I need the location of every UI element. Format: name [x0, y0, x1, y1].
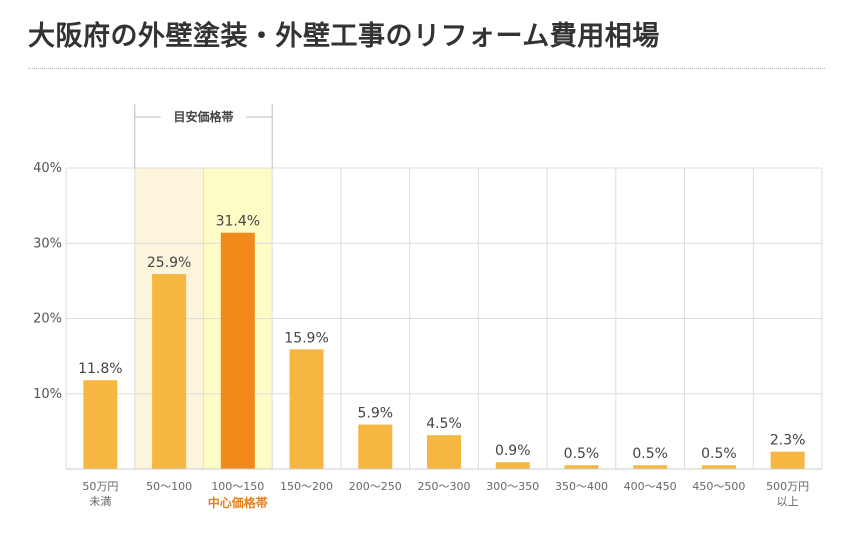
- bar: [152, 274, 187, 469]
- bar-value-label: 31.4%: [216, 214, 260, 230]
- bar-value-label: 11.8%: [78, 361, 122, 377]
- bar: [358, 424, 393, 469]
- bar: [701, 465, 736, 469]
- center-range-label: 中心価格帯: [208, 495, 268, 510]
- y-tick-label: 30%: [33, 236, 62, 251]
- y-tick-label: 40%: [33, 161, 62, 176]
- bar-value-label: 5.9%: [357, 406, 393, 422]
- bar: [220, 232, 255, 469]
- bar: [289, 349, 324, 469]
- y-tick-label: 10%: [33, 387, 62, 402]
- bar-value-label: 0.5%: [564, 446, 600, 462]
- bar: [83, 380, 118, 469]
- x-category-label: 250〜300: [418, 480, 471, 493]
- bar-value-label: 0.5%: [632, 446, 668, 462]
- bar-value-label: 0.5%: [701, 446, 737, 462]
- x-category-label: 500万円: [766, 480, 809, 493]
- x-category-label: 400〜450: [624, 480, 677, 493]
- x-category-label: 150〜200: [280, 480, 333, 493]
- bar-value-label: 25.9%: [147, 255, 191, 271]
- bar-value-label: 0.9%: [495, 443, 531, 459]
- x-category-label: 未満: [89, 495, 111, 508]
- bar: [564, 465, 599, 469]
- estimate-range-label: 目安価格帯: [173, 109, 233, 124]
- bar: [770, 451, 805, 469]
- bar-value-label: 4.5%: [426, 416, 462, 432]
- title-divider: [28, 68, 825, 69]
- x-category-label: 200〜250: [349, 480, 402, 493]
- y-tick-label: 20%: [33, 312, 62, 327]
- x-category-label: 450〜500: [692, 480, 745, 493]
- bar: [495, 462, 530, 469]
- x-category-label: 50万円: [82, 480, 118, 493]
- x-category-label: 50〜100: [146, 480, 192, 493]
- page-title: 大阪府の外壁塗装・外壁工事のリフォーム費用相場: [28, 21, 660, 52]
- bar: [427, 435, 461, 469]
- bar: [633, 465, 668, 469]
- x-category-label: 350〜400: [555, 480, 608, 493]
- x-category-label: 以上: [777, 495, 799, 508]
- x-category-label: 100〜150: [211, 480, 264, 493]
- bar-value-label: 2.3%: [770, 433, 806, 449]
- x-category-label: 300〜350: [486, 480, 539, 493]
- bar-value-label: 15.9%: [284, 330, 328, 346]
